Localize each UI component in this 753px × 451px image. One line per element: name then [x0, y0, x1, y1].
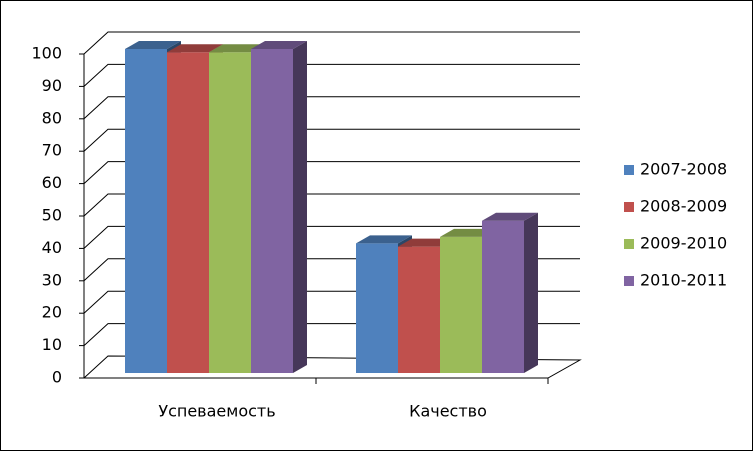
legend-label: 2007-2008 — [640, 160, 727, 179]
bar — [125, 49, 167, 373]
grid-line — [83, 63, 580, 87]
bar — [209, 52, 251, 374]
bar-top — [125, 41, 181, 49]
y-tick-label: 90 — [42, 76, 62, 95]
bar — [440, 236, 482, 373]
bar-top — [482, 212, 538, 221]
grid-line — [83, 225, 580, 249]
bar — [167, 52, 209, 374]
y-tick-label: 70 — [42, 141, 62, 160]
bar-side — [524, 212, 538, 373]
bar — [398, 246, 440, 373]
bar-top — [251, 41, 307, 49]
y-tick-label: 60 — [42, 173, 62, 192]
bar — [482, 220, 524, 373]
y-tick-label: 100 — [31, 44, 62, 63]
y-tick-label: 50 — [42, 206, 62, 225]
grid-line — [83, 193, 580, 217]
grid-line — [83, 161, 580, 184]
legend-swatch — [624, 165, 634, 175]
x-tick-label: Успеваемость — [158, 402, 275, 421]
legend-label: 2008-2009 — [640, 197, 727, 216]
legend-swatch — [624, 202, 634, 212]
floor — [82, 355, 582, 379]
legend-swatch — [624, 239, 634, 249]
legend-label: 2010-2011 — [640, 271, 727, 290]
bar-top — [356, 235, 412, 244]
legend-label: 2009-2010 — [640, 234, 727, 253]
grid-line — [83, 96, 580, 120]
y-tick-label: 80 — [42, 108, 62, 127]
y-tick-label: 0 — [52, 368, 62, 387]
bar — [251, 49, 293, 373]
x-tick-label: Качество — [409, 402, 487, 421]
y-tick-label: 20 — [42, 303, 62, 322]
bar-top — [167, 44, 223, 53]
y-tick-label: 40 — [42, 238, 62, 257]
bar — [356, 243, 398, 373]
y-tick-label: 10 — [42, 335, 62, 354]
bar-side — [293, 41, 307, 373]
y-tick-label: 30 — [42, 270, 62, 289]
grid-line — [83, 128, 580, 152]
legend-swatch — [624, 276, 634, 286]
grid-line — [83, 31, 580, 55]
